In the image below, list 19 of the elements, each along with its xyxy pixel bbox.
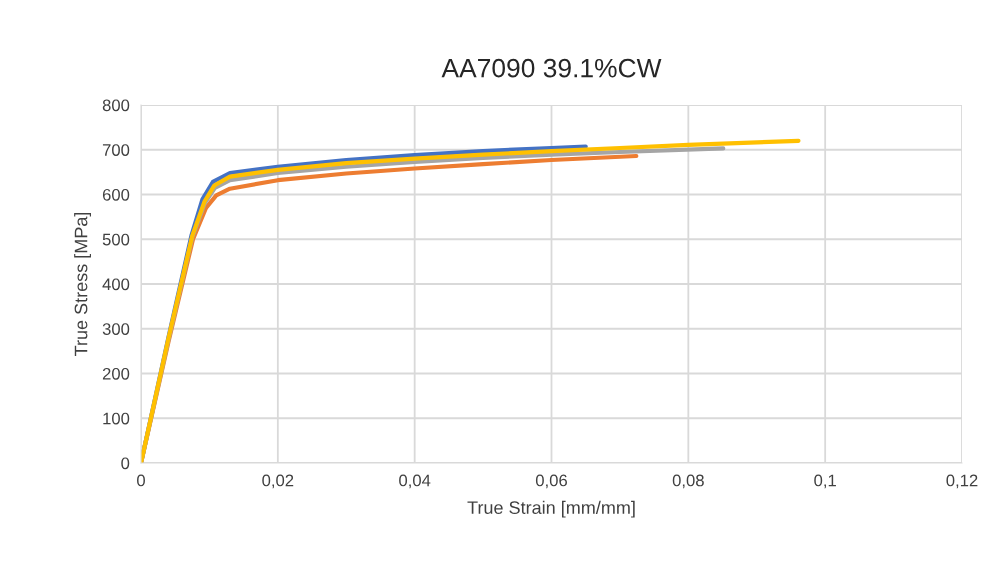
y-tick-label: 400: [102, 278, 130, 291]
y-tick-label: 700: [102, 144, 130, 156]
x-tick-label: 0,04: [399, 474, 431, 489]
y-tick-label: 500: [102, 233, 130, 246]
y-tick-label: 200: [102, 367, 130, 380]
y-tick-label: 800: [102, 99, 130, 112]
x-tick-label: 0,08: [672, 474, 704, 489]
chart-title: AA7090 39.1%CW: [441, 58, 662, 78]
x-axis-title: True Strain [mm/mm]: [467, 500, 635, 518]
y-tick-label: 300: [102, 323, 130, 335]
y-tick-label: 100: [103, 412, 130, 425]
y-tick-label: 0: [121, 457, 130, 470]
x-tick-label: 0: [137, 474, 145, 487]
y-axis-title: True Stress [MPa]: [74, 212, 91, 356]
y-tick-label: 600: [102, 188, 130, 201]
x-tick-label: 0,06: [535, 474, 567, 489]
x-tick-label: 0,02: [262, 474, 294, 489]
x-tick-label: 0,12: [946, 474, 978, 489]
x-tick-label: 0,1: [814, 474, 836, 489]
